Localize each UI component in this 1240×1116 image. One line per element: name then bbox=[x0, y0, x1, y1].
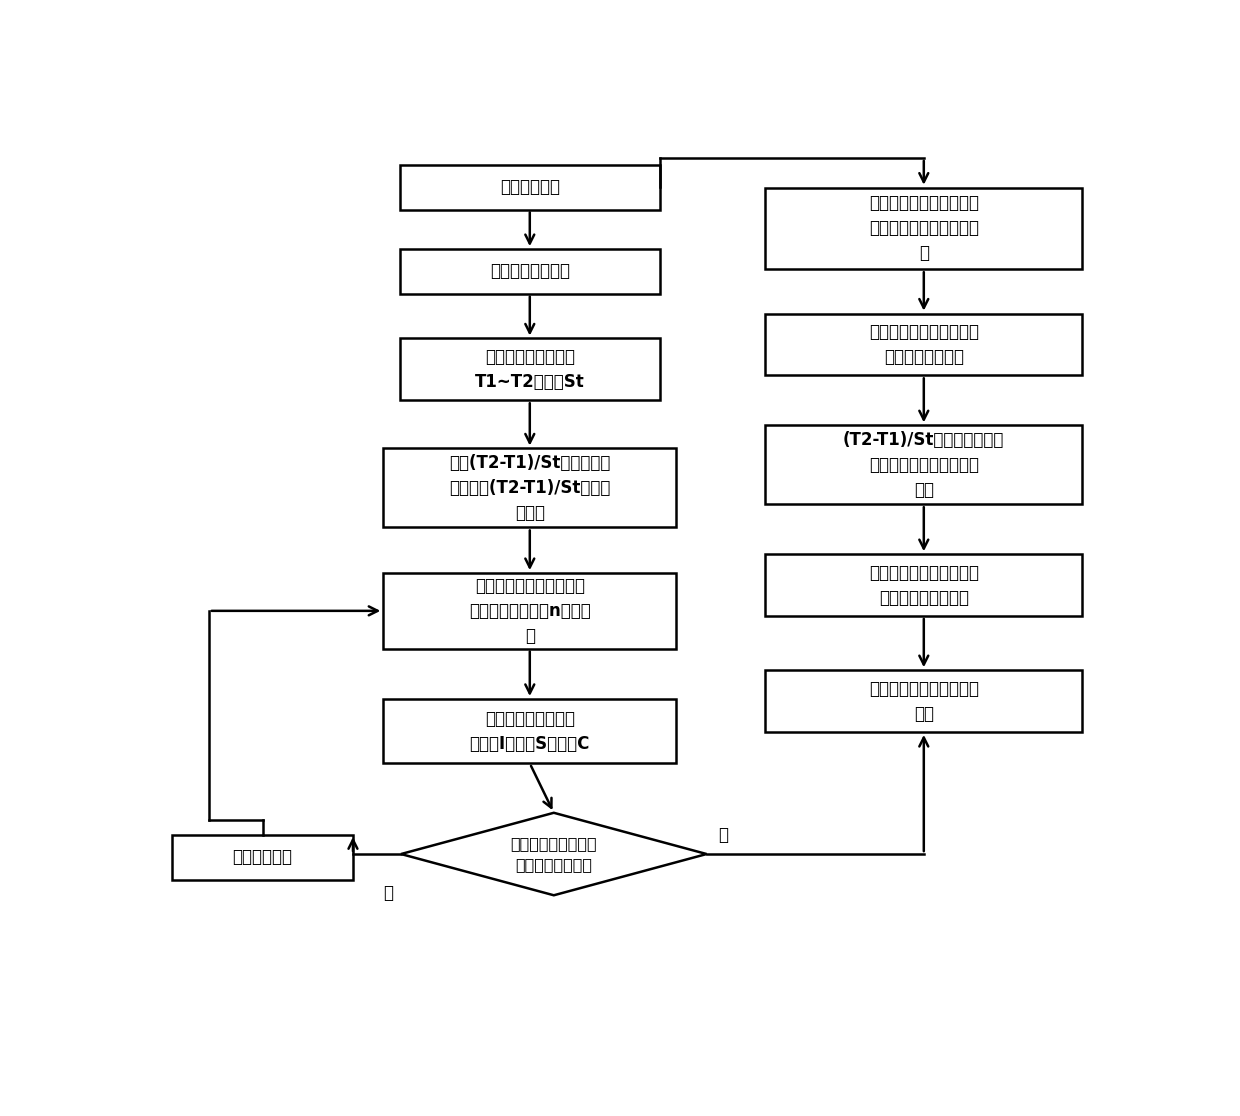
Text: 对每一张二值图像进行连
通域检测，共得到n个连通
域: 对每一张二值图像进行连 通域检测，共得到n个连通 域 bbox=[469, 577, 590, 645]
Polygon shape bbox=[401, 812, 707, 895]
FancyBboxPatch shape bbox=[172, 835, 353, 879]
Text: 该连通域所有计算参
数均满足预设阈值: 该连通域所有计算参 数均满足预设阈值 bbox=[511, 836, 598, 872]
Text: 进行(T2-T1)/St次二值化操
作，得到(T2-T1)/St张二值
化图像: 进行(T2-T1)/St次二值化操 作，得到(T2-T1)/St张二值 化图像 bbox=[449, 454, 610, 522]
Text: 设定二值化阈值范围
T1~T2及步长St: 设定二值化阈值范围 T1~T2及步长St bbox=[475, 348, 585, 391]
FancyBboxPatch shape bbox=[383, 699, 676, 763]
FancyBboxPatch shape bbox=[401, 249, 660, 294]
FancyBboxPatch shape bbox=[765, 555, 1083, 616]
FancyBboxPatch shape bbox=[765, 670, 1083, 732]
FancyBboxPatch shape bbox=[401, 338, 660, 401]
Text: 是: 是 bbox=[718, 826, 728, 844]
FancyBboxPatch shape bbox=[765, 314, 1083, 375]
FancyBboxPatch shape bbox=[765, 187, 1083, 269]
Text: 采用最小外接圆法优化同
一连通域的中心位置: 采用最小外接圆法优化同 一连通域的中心位置 bbox=[869, 564, 978, 607]
Text: 读取靶标图像: 读取靶标图像 bbox=[500, 179, 559, 196]
Text: (T2-T1)/St张图像间距离小
于阈值的连通域记为同一
个点: (T2-T1)/St张图像间距离小 于阈值的连通域记为同一 个点 bbox=[843, 431, 1004, 499]
FancyBboxPatch shape bbox=[383, 573, 676, 648]
Text: 保存二值图像中通过筛选
的连通域中心坐标: 保存二值图像中通过筛选 的连通域中心坐标 bbox=[869, 323, 978, 366]
Text: 计算每一个连通域的
惯性率I、面积S、圆度C: 计算每一个连通域的 惯性率I、面积S、圆度C bbox=[470, 710, 590, 752]
Text: 删除该连通域: 删除该连通域 bbox=[233, 848, 293, 866]
Text: 否: 否 bbox=[383, 884, 393, 902]
FancyBboxPatch shape bbox=[401, 165, 660, 210]
Text: 计算该连通域的零阶矩、
一阶矩，随之计算中心坐
标: 计算该连通域的零阶矩、 一阶矩，随之计算中心坐 标 bbox=[869, 194, 978, 262]
FancyBboxPatch shape bbox=[383, 449, 676, 528]
Text: 输出靶标所有圆点的中心
坐标: 输出靶标所有圆点的中心 坐标 bbox=[869, 680, 978, 722]
FancyBboxPatch shape bbox=[765, 425, 1083, 504]
Text: 双边滤波过滤噪声: 双边滤波过滤噪声 bbox=[490, 262, 570, 280]
